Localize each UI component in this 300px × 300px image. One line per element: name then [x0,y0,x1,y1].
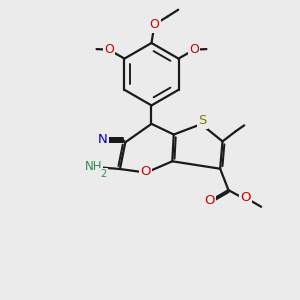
Text: O: O [149,18,159,31]
Text: O: O [240,191,251,204]
Text: O: O [140,165,151,178]
Text: O: O [204,194,214,207]
Text: 2: 2 [100,169,106,179]
Text: O: O [104,43,114,56]
Text: N: N [98,134,107,146]
Text: S: S [198,114,207,127]
Text: NH: NH [85,160,102,173]
Text: O: O [189,43,199,56]
